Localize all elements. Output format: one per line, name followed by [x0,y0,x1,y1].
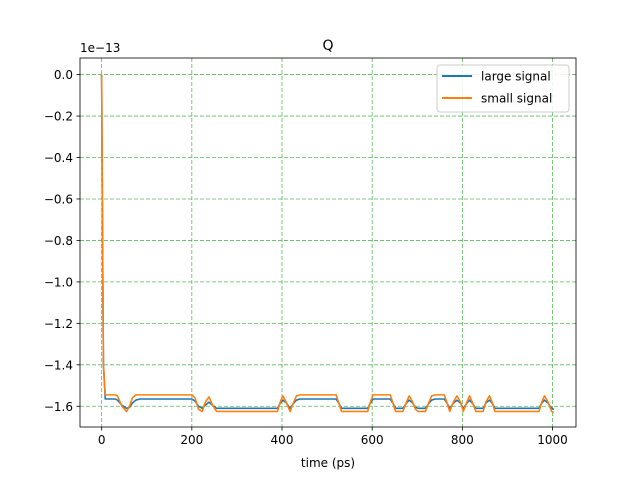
y-tick-label-8: −1.6 [44,400,73,414]
x-tick-label-3: 600 [361,433,384,447]
x-tick-label-2: 400 [271,433,294,447]
y-tick-label-2: −0.4 [44,151,73,165]
x-tick-label-1: 200 [180,433,203,447]
y-axis-ticks: 0.0 −0.2 −0.4 −0.6 −0.8 −1.0 −1.2 −1.4 −1.6 [44,68,80,414]
y-tick-label-4: −0.8 [44,234,73,248]
chart-title: Q [322,38,333,54]
x-tick-label-5: 1000 [537,433,568,447]
legend-label-small-signal: small signal [481,92,552,106]
y-tick-label-0: 0.0 [54,68,73,82]
y-tick-label-1: −0.2 [44,110,73,124]
series-line-small-signal [100,74,555,414]
y-tick-label-6: −1.2 [44,317,73,331]
y-tick-label-3: −0.6 [44,192,73,206]
y-tick-label-5: −1.0 [44,275,73,289]
series-lines [100,74,555,414]
x-tick-label-0: 0 [98,433,106,447]
legend: large signal small signal [436,64,570,113]
plot-frame [79,57,577,428]
grid [80,58,576,427]
x-tick-label-4: 800 [451,433,474,447]
y-tick-label-7: −1.4 [44,358,73,372]
x-axis-label: time (ps) [301,456,355,470]
legend-label-large-signal: large signal [481,70,551,84]
y-offset-label: 1e−13 [80,41,120,55]
x-axis-ticks: 0 200 400 600 800 1000 [98,427,568,447]
